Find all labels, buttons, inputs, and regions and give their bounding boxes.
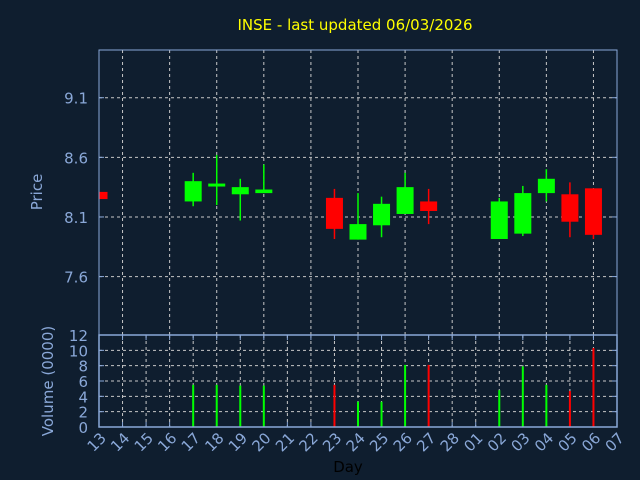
- candles: [99, 154, 602, 240]
- volume-bar: [568, 390, 571, 427]
- volume-bar: [427, 364, 430, 427]
- candle-body: [561, 194, 579, 222]
- candle-body: [208, 183, 226, 187]
- volume-bar: [498, 390, 501, 427]
- volume-tick-label: 2: [78, 404, 88, 422]
- candle-body: [325, 197, 343, 229]
- day-tick-label: 23: [319, 429, 345, 455]
- candle-body: [420, 201, 438, 211]
- volume-bar: [545, 384, 548, 427]
- day-tick-label: 16: [154, 429, 180, 455]
- day-tick-label: 02: [484, 429, 510, 455]
- volume-bar: [239, 385, 242, 427]
- candle-body: [584, 188, 602, 235]
- day-tick-label: 15: [131, 429, 157, 455]
- day-tick-label: 28: [437, 429, 463, 455]
- volume-tick-label: 12: [69, 327, 88, 345]
- volume-axis-label: Volume (0000): [39, 326, 57, 436]
- day-tick-label: 27: [413, 429, 439, 455]
- day-tick-label: 05: [555, 429, 581, 455]
- volume-tick-label: 8: [78, 358, 88, 376]
- chart-title: INSE - last updated 06/03/2026: [237, 16, 472, 34]
- candle-body: [184, 181, 202, 202]
- price-tick-label: 8.1: [64, 209, 88, 227]
- day-tick-label: 07: [602, 429, 628, 455]
- day-tick-label: 17: [178, 429, 204, 455]
- day-tick-label: 19: [225, 429, 251, 455]
- volume-bar: [333, 384, 336, 427]
- volume-bar: [262, 385, 265, 427]
- candle-body: [349, 224, 367, 240]
- price-tick-label: 9.1: [64, 90, 88, 108]
- volume-bar: [380, 401, 383, 427]
- volume-tick-label: 4: [78, 388, 88, 406]
- price-tick-label: 7.6: [64, 269, 88, 287]
- day-tick-label: 26: [390, 429, 416, 455]
- day-tick-label: 04: [531, 429, 557, 455]
- day-tick-label: 01: [460, 429, 486, 455]
- day-tick-label: 20: [248, 429, 274, 455]
- volume-bar: [521, 366, 524, 427]
- price-tick-label: 8.6: [64, 149, 88, 167]
- candle-body: [537, 178, 555, 194]
- volume-bar: [357, 401, 359, 427]
- day-tick-label: 22: [296, 429, 322, 455]
- price-axis-label: Price: [28, 174, 46, 211]
- day-axis-label: Day: [333, 458, 363, 476]
- day-tick-label: 24: [343, 429, 369, 455]
- day-tick-label: 06: [578, 429, 604, 455]
- volume-bar: [592, 348, 595, 427]
- day-tick-label: 18: [201, 429, 227, 455]
- candle-body: [373, 203, 391, 226]
- candle-body: [490, 201, 508, 240]
- volume-plot-frame: [98, 334, 618, 428]
- candle-body: [231, 187, 249, 195]
- volume-tick-label: 10: [69, 342, 88, 360]
- candle-body: [255, 189, 273, 194]
- day-tick-label: 21: [272, 429, 298, 455]
- candle-body: [99, 191, 108, 200]
- day-tick-label: 14: [107, 429, 133, 455]
- candle-body: [514, 193, 532, 234]
- volume-tick-label: 6: [78, 373, 88, 391]
- day-tick-label: 25: [366, 429, 392, 455]
- candle-body: [396, 187, 414, 214]
- day-tick-label: 03: [507, 429, 533, 455]
- volume-tick-label: 0: [78, 419, 88, 437]
- volume-bar: [192, 384, 195, 427]
- volume-bar: [215, 384, 218, 427]
- volume-bar: [404, 364, 407, 427]
